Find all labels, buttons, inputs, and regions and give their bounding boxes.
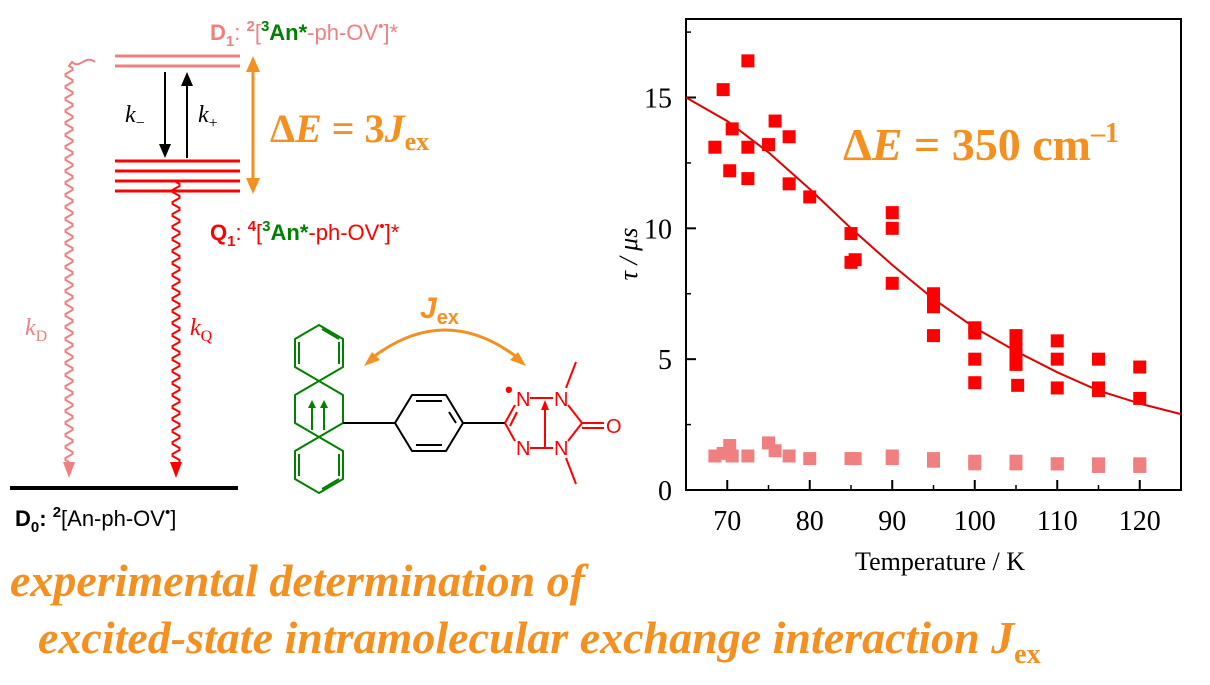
data-point-slow: [1133, 391, 1147, 405]
caption-line-1: experimental determination of: [10, 555, 590, 606]
jex-label: Jex: [420, 292, 459, 329]
jex-interaction-arrow: [364, 328, 526, 366]
radical-dot: •: [505, 377, 513, 402]
oxygen-atom-label: O: [606, 416, 622, 438]
data-point-fast: [725, 449, 739, 463]
phenyl-linker: [343, 394, 505, 452]
kq-label: kQ: [190, 315, 213, 345]
data-point-slow: [885, 206, 899, 220]
data-point-fast: [803, 452, 817, 466]
k-plus-arrow: [181, 72, 193, 158]
molecule-structure: • N N N N O Jex: [294, 292, 622, 494]
x-tick-label: 100: [954, 506, 996, 537]
delta-e-label: ΔE = 3Jex: [270, 106, 429, 156]
data-point-fast: [782, 449, 796, 463]
k-minus-label: k−: [125, 102, 145, 132]
x-axis-label: Temperature / K: [855, 547, 1025, 576]
y-tick-label: 10: [644, 214, 672, 245]
x-tick-label: 80: [796, 506, 824, 537]
nitrogen-atom-label: N: [554, 389, 568, 411]
kd-decay-arrow: [63, 58, 96, 478]
data-point-slow: [1050, 352, 1064, 366]
data-point-slow: [741, 140, 755, 154]
data-point-fast: [1050, 457, 1064, 471]
k-minus-arrow: [159, 72, 171, 158]
data-point-slow: [1011, 378, 1025, 392]
data-point-fast: [848, 452, 862, 466]
delta-e-arrow: [246, 56, 260, 194]
data-point-slow: [782, 130, 796, 144]
y-axis-label: τ / μs: [614, 228, 643, 281]
data-point-slow: [1133, 360, 1147, 374]
plot-frame: [685, 18, 1182, 491]
data-point-slow: [968, 376, 982, 390]
data-point-fast: [723, 439, 737, 453]
data-point-slow: [1009, 339, 1023, 353]
oxoverdazyl-radical: [504, 361, 604, 485]
data-point-slow: [723, 164, 737, 178]
data-point-slow: [1009, 329, 1023, 343]
data-point-slow: [716, 83, 730, 97]
data-point-slow: [762, 138, 775, 152]
data-point-slow: [708, 140, 722, 154]
x-tick-label: 120: [1119, 506, 1161, 537]
data-point-slow: [844, 227, 858, 241]
data-point-slow: [885, 276, 899, 290]
d0-label: D0: 2[An-ph-OV•]: [15, 504, 176, 536]
kq-decay-arrow: [170, 181, 182, 478]
data-point-slow: [1050, 334, 1064, 348]
data-point-fast: [768, 444, 782, 458]
kd-label: kD: [25, 315, 47, 345]
data-point-slow: [725, 122, 739, 136]
x-tick-label: 90: [878, 506, 906, 537]
data-point-slow: [885, 221, 899, 235]
energy-level-diagram: D1: 2[3An*-ph-OV•]* k− k+ ΔE = 3Je: [10, 18, 429, 536]
data-point-slow: [741, 54, 755, 68]
nitrogen-atom-label: N: [516, 438, 530, 460]
q1-label: Q1: 4[3An*-ph-OV•]*: [210, 218, 400, 250]
data-point-slow: [927, 300, 940, 314]
data-point-fast: [741, 449, 755, 463]
y-tick-label: 5: [658, 345, 672, 376]
data-point-fast: [968, 457, 982, 471]
data-point-slow: [782, 177, 796, 191]
data-point-slow: [741, 172, 755, 186]
data-point-fast: [885, 452, 899, 466]
chart-annotation: ΔE = 350 cm–1: [843, 118, 1119, 170]
data-point-fast: [1009, 457, 1023, 471]
data-point-slow: [848, 253, 862, 267]
data-point-fast: [1092, 459, 1105, 473]
data-point-slow: [1092, 352, 1105, 366]
data-point-slow: [968, 352, 982, 366]
data-point-fast: [1133, 459, 1147, 473]
data-point-slow: [968, 326, 982, 340]
data-point-slow: [1050, 381, 1064, 395]
x-tick-label: 110: [1037, 506, 1078, 537]
data-point-slow: [927, 329, 940, 343]
nitrogen-atom-label: N: [516, 389, 530, 411]
anthracene-unit: [294, 324, 344, 494]
y-tick-label: 15: [644, 84, 672, 115]
data-point-fast: [927, 454, 940, 468]
lifetime-vs-temperature-chart: 70 80 90 100 110 120 0 5 10 15 τ / μs Temperature…: [614, 18, 1182, 576]
data-point-slow: [1092, 384, 1105, 398]
data-point-slow: [1009, 357, 1023, 371]
caption-line-2: excited-state intramolecular exchange in…: [38, 612, 1041, 670]
x-tick-label: 70: [713, 506, 741, 537]
data-point-slow: [768, 114, 782, 128]
k-plus-label: k+: [198, 102, 218, 132]
nitrogen-atom-label: N: [554, 438, 568, 460]
y-tick-label: 0: [658, 476, 672, 507]
d1-label: D1: 2[3An*-ph-OV•]*: [210, 18, 398, 50]
data-point-slow: [803, 190, 817, 204]
